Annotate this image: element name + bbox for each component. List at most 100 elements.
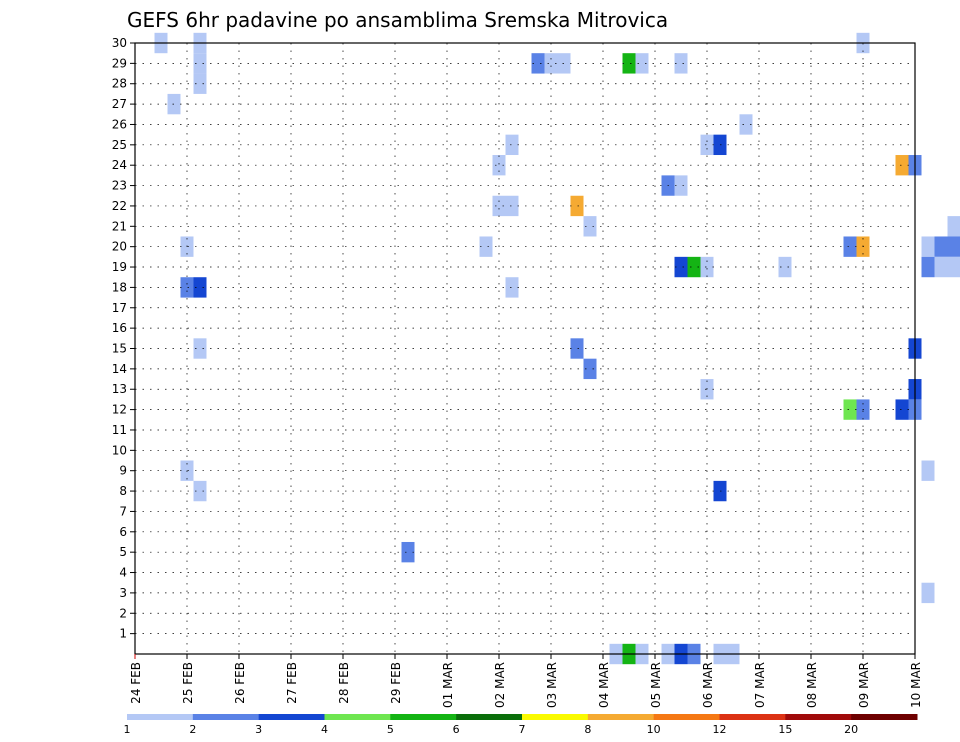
colorbar-tick-label: 15 <box>778 723 792 736</box>
colorbar-swatch <box>851 714 918 720</box>
colorbar-tick-label: 20 <box>844 723 858 736</box>
y-tick-label: 10 <box>112 443 127 457</box>
heat-cell <box>921 582 935 604</box>
heat-cell <box>544 53 558 74</box>
y-tick-label: 5 <box>119 545 127 559</box>
x-tick-label: 02 MAR <box>493 662 507 708</box>
y-tick-label: 20 <box>112 240 127 254</box>
x-tick-label: 08 MAR <box>805 662 819 708</box>
heat-cell <box>570 338 584 359</box>
heat-cell <box>921 256 935 278</box>
heat-cell <box>947 236 960 257</box>
heat-cell <box>583 216 597 237</box>
heat-cell <box>674 256 688 278</box>
y-tick-label: 29 <box>112 56 127 70</box>
y-tick-label: 26 <box>112 117 127 131</box>
heat-cell <box>934 236 948 257</box>
colorbar-swatch <box>587 714 655 720</box>
y-tick-label: 22 <box>112 199 127 213</box>
heat-cell <box>674 53 688 74</box>
y-tick-label: 25 <box>112 138 127 152</box>
colorbar-tick-label: 4 <box>321 723 328 736</box>
colorbar-swatch <box>390 714 457 720</box>
colorbar-tick-label: 1 <box>124 723 131 736</box>
y-tick-label: 7 <box>119 504 127 518</box>
colorbar-tick-label: 8 <box>584 723 591 736</box>
colorbar-swatch <box>192 714 260 720</box>
y-tick-label: 18 <box>112 280 127 294</box>
y-tick-label: 16 <box>112 321 127 335</box>
heat-cell <box>505 277 519 298</box>
cells-layer <box>154 32 960 665</box>
heat-cell <box>492 195 506 217</box>
heat-cell <box>843 236 857 257</box>
colorbar-tick-label: 7 <box>519 723 526 736</box>
colorbar-swatch <box>127 714 194 720</box>
heat-cell <box>843 399 857 420</box>
axis-layer: 1234567891011121314151617181920212223242… <box>112 36 923 708</box>
y-tick-label: 8 <box>119 484 127 498</box>
colorbar-tick-label: 6 <box>453 723 460 736</box>
colorbar-tick-label: 5 <box>387 723 394 736</box>
y-tick-label: 23 <box>112 179 127 193</box>
heat-cell <box>674 175 688 196</box>
heat-cell <box>193 277 207 298</box>
heat-cell <box>193 73 207 94</box>
chart-title: GEFS 6hr padavine po ansamblima Sremska … <box>127 8 668 32</box>
heat-cell <box>921 236 935 257</box>
colorbar-swatch <box>522 714 589 720</box>
x-tick-label: 03 MAR <box>545 662 559 708</box>
heat-cell <box>479 236 493 257</box>
colorbar-tick-label: 10 <box>647 723 661 736</box>
heat-cell <box>193 480 207 502</box>
heat-cell <box>492 155 506 176</box>
y-tick-label: 24 <box>112 158 127 172</box>
x-tick-label: 04 MAR <box>597 662 611 708</box>
heat-cell <box>635 53 649 74</box>
x-tick-label: 24 FEB <box>129 662 143 704</box>
heat-cell <box>947 216 960 237</box>
heat-cell <box>531 53 545 74</box>
colorbar-swatch <box>653 714 720 720</box>
y-tick-label: 30 <box>112 36 127 50</box>
y-tick-label: 28 <box>112 77 127 91</box>
heat-cell <box>570 195 584 217</box>
y-tick-label: 12 <box>112 403 127 417</box>
colorbar-swatch <box>324 714 391 720</box>
colorbar-tick-label: 12 <box>713 723 727 736</box>
heat-cell <box>778 256 792 278</box>
colorbar-swatch <box>785 714 852 720</box>
colorbar-swatch <box>719 714 786 720</box>
y-tick-label: 6 <box>119 525 127 539</box>
heat-cell <box>505 195 519 217</box>
colorbar-tick-label: 3 <box>255 723 262 736</box>
heat-cell <box>921 460 935 481</box>
x-tick-label: 01 MAR <box>441 662 455 708</box>
y-tick-label: 1 <box>119 627 127 641</box>
x-tick-label: 27 FEB <box>285 662 299 704</box>
colorbar-swatch <box>456 714 523 720</box>
heat-cell <box>700 134 714 156</box>
y-tick-label: 27 <box>112 97 127 111</box>
x-tick-label: 10 MAR <box>909 662 923 708</box>
y-tick-label: 4 <box>119 566 127 580</box>
heat-cell <box>739 114 753 135</box>
x-tick-label: 09 MAR <box>857 662 871 708</box>
grid-layer <box>135 42 915 654</box>
heat-cell <box>180 277 194 298</box>
x-tick-label: 07 MAR <box>753 662 767 708</box>
heat-cell <box>700 256 714 278</box>
y-tick-label: 19 <box>112 260 127 274</box>
heat-cell <box>583 358 597 380</box>
heat-cell <box>622 53 636 74</box>
heat-cell <box>895 155 909 176</box>
colorbar-swatch <box>258 714 325 720</box>
x-tick-label: 29 FEB <box>389 662 403 704</box>
x-tick-label: 05 MAR <box>649 662 663 708</box>
y-tick-label: 3 <box>119 586 127 600</box>
x-tick-label: 06 MAR <box>701 662 715 708</box>
y-tick-label: 13 <box>112 382 127 396</box>
y-tick-label: 17 <box>112 301 127 315</box>
y-tick-label: 14 <box>112 362 127 376</box>
